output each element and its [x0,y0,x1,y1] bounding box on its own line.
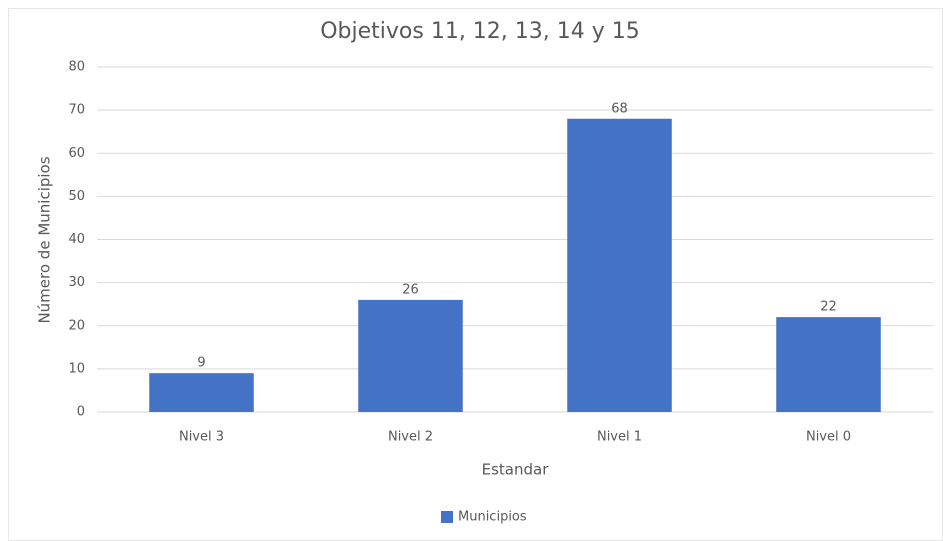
y-tick-label: 20 [68,318,85,333]
y-axis-label: Número de Municipios [36,156,54,323]
bar [567,118,672,412]
data-label: 26 [402,282,419,297]
x-axis-label: Estandar [482,461,550,479]
y-tick-label: 80 [68,60,85,75]
bar [776,317,881,412]
chart-title: Objetivos 11, 12, 13, 14 y 15 [320,19,640,44]
chart-border [8,8,943,541]
legend-swatch [441,511,453,523]
x-tick-label: Nivel 3 [179,430,224,445]
legend-label: Municipios [458,510,527,525]
y-tick-label: 0 [77,405,85,420]
data-label: 68 [611,101,628,116]
data-label: 22 [820,300,837,315]
x-tick-label: Nivel 0 [806,430,851,445]
y-tick-label: 60 [68,146,85,161]
y-tick-label: 70 [68,103,85,118]
y-tick-label: 50 [68,189,85,204]
bar [149,373,254,412]
y-tick-label: 10 [68,361,85,376]
x-tick-label: Nivel 1 [597,430,642,445]
bar [358,299,463,412]
data-label: 9 [197,356,205,371]
y-tick-label: 40 [68,232,85,247]
x-tick-label: Nivel 2 [388,430,433,445]
y-tick-label: 30 [68,275,85,290]
